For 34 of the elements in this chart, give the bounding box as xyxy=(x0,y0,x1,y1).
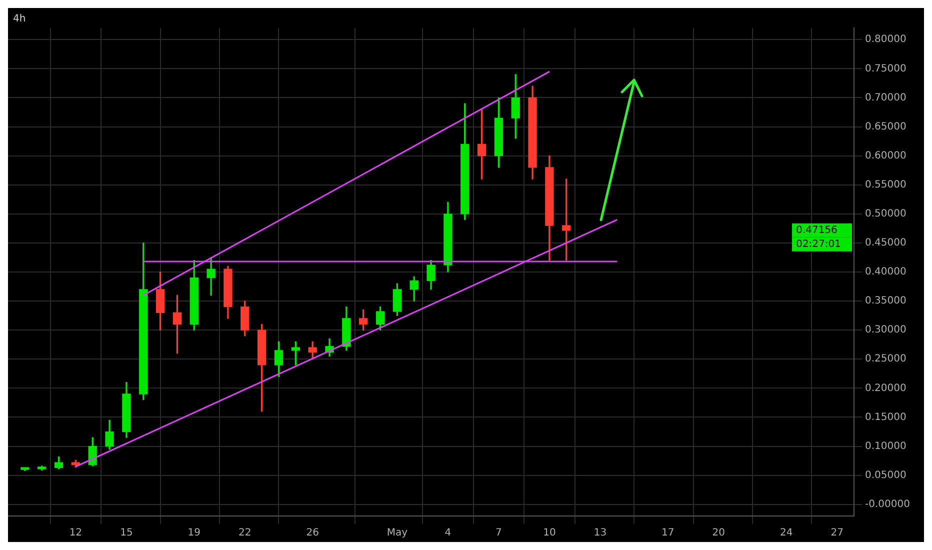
x-tick-label: 4 xyxy=(444,528,452,539)
annotation: 02:27:01 xyxy=(796,239,841,250)
y-tick-label: 0.20000 xyxy=(865,382,906,394)
x-tick-label: 7 xyxy=(495,528,502,539)
y-tick-label: 0.15000 xyxy=(865,412,906,423)
x-tick-label: 27 xyxy=(830,528,844,539)
y-tick-label: 0.10000 xyxy=(865,440,906,452)
y-tick-label: 0.50000 xyxy=(865,208,906,220)
x-tick-label: 12 xyxy=(69,528,82,539)
x-tick-label: 15 xyxy=(120,528,133,539)
y-tick-label: 0.25000 xyxy=(865,354,906,365)
x-tick-label: 26 xyxy=(306,528,319,539)
y-tick-label: 0.60000 xyxy=(865,150,906,162)
annotation: 0.47156 xyxy=(796,225,838,236)
y-tick-label: 0.65000 xyxy=(865,121,906,132)
y-tick-label: 0.30000 xyxy=(865,324,906,336)
x-tick-label: 19 xyxy=(188,528,200,539)
y-tick-label: 0.70000 xyxy=(865,92,906,104)
x-tick-label: 20 xyxy=(712,528,726,539)
x-tick-label: 10 xyxy=(543,528,556,539)
y-tick-label: 0.45000 xyxy=(865,238,906,249)
chart-title: 4h xyxy=(13,14,26,25)
y-tick-label: 0.75000 xyxy=(865,63,906,74)
y-tick-label: 0.55000 xyxy=(865,179,906,190)
x-tick-label: 13 xyxy=(594,528,607,539)
y-tick-label: 0.80000 xyxy=(865,34,906,46)
y-tick-label: 0.05000 xyxy=(865,470,906,481)
y-tick-label: 0.40000 xyxy=(865,266,906,278)
x-tick-label: 17 xyxy=(662,528,674,539)
x-tick-label: May xyxy=(386,528,408,539)
x-tick-label: 22 xyxy=(238,528,252,539)
x-tick-label: 24 xyxy=(780,528,793,539)
y-tick-label: -0.00000 xyxy=(865,498,910,510)
y-tick-label: 0.35000 xyxy=(865,296,906,307)
